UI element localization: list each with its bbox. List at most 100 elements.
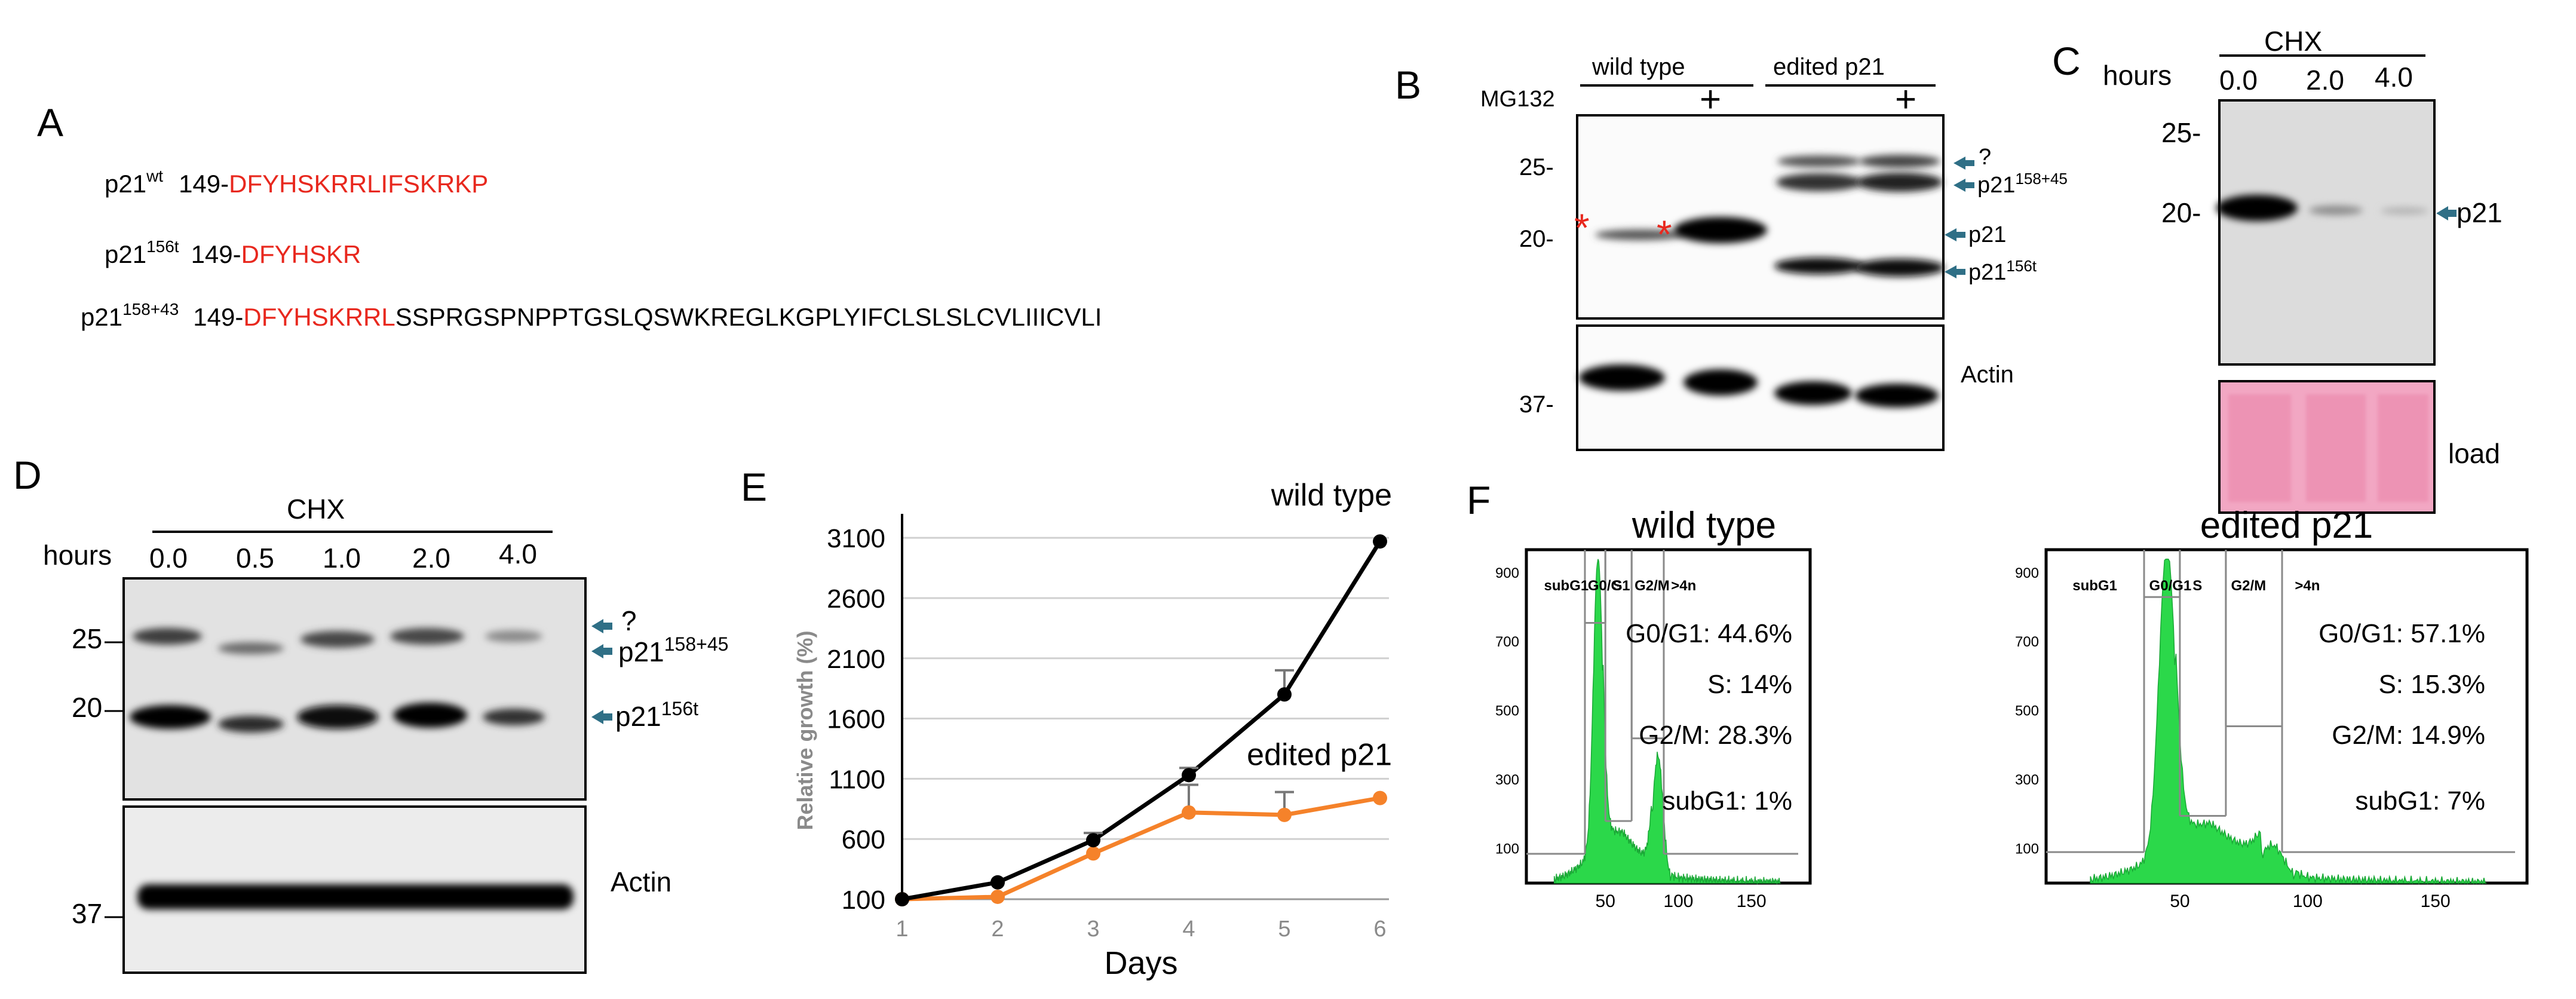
y-tick-label: 100 bbox=[1495, 841, 1519, 857]
x-tick-label: 50 bbox=[2170, 891, 2189, 911]
mw-25-c: 25- bbox=[2161, 117, 2201, 148]
mw-20-d: 20 bbox=[72, 692, 102, 723]
x-tick-label: 3 bbox=[1087, 917, 1099, 942]
y-tick-label: 900 bbox=[1495, 565, 1519, 581]
time-d-4: 4.0 bbox=[499, 538, 537, 569]
x-tick-label: 6 bbox=[1373, 917, 1386, 942]
label-b-156: p21156t bbox=[1968, 257, 2037, 285]
x-tick-label: 100 bbox=[2293, 891, 2323, 911]
band-c-0 bbox=[2216, 195, 2298, 221]
y-tick-label: 300 bbox=[2015, 772, 2039, 788]
gate-label: subG1 bbox=[2072, 578, 2117, 594]
gate-label: G0/G1 bbox=[1588, 578, 1630, 594]
band-c-2 bbox=[2309, 206, 2363, 215]
time-d-0: 0.0 bbox=[149, 543, 188, 574]
x-tick-label: 1 bbox=[896, 917, 908, 942]
band-b-ed-q bbox=[1777, 155, 1861, 167]
growth-chart: 100 600 1100 1600 2100 2600 3100 1 2 3 4 5 6 Days Rela… bbox=[793, 478, 1392, 981]
band-d-156-2 bbox=[297, 705, 378, 729]
ponceau-lane-2 bbox=[2306, 394, 2366, 502]
time-c-0: 0.0 bbox=[2219, 65, 2258, 96]
stat-line: G0/G1: 57.1% bbox=[2319, 619, 2485, 648]
x-tick-label: 2 bbox=[991, 917, 1004, 942]
data-point bbox=[1086, 846, 1100, 861]
band-d-158-0 bbox=[133, 628, 202, 645]
histogram-fill bbox=[1553, 559, 1781, 885]
question-d: ? bbox=[621, 605, 637, 636]
stat-line: subG1: 1% bbox=[1662, 786, 1792, 816]
y-tick-label: 100 bbox=[2015, 841, 2039, 857]
time-d-1: 0.5 bbox=[236, 543, 274, 574]
band-b-wt-p21 bbox=[1595, 229, 1685, 240]
y-tick-label: 2100 bbox=[827, 645, 885, 674]
mg132-plus-edited: + bbox=[1895, 79, 1916, 120]
data-point bbox=[1182, 768, 1196, 783]
y-tick-label: 700 bbox=[1495, 634, 1519, 650]
data-point bbox=[1373, 534, 1387, 549]
mg132-label: MG132 bbox=[1480, 87, 1555, 112]
band-b-ed-mg-158 bbox=[1857, 173, 1943, 192]
panel-letter-d: D bbox=[13, 453, 42, 497]
data-point bbox=[1086, 833, 1100, 848]
band-b-ed-158 bbox=[1776, 173, 1862, 191]
label-c-p21: p21 bbox=[2457, 197, 2503, 228]
panel-letter-f: F bbox=[1467, 478, 1491, 522]
histogram-edited-p21: edited p21 900 700 500 300 100 50 100 150 subG1 G0… bbox=[2015, 505, 2529, 911]
star-marker-1: * bbox=[1574, 206, 1590, 250]
chx-label-c: CHX bbox=[2264, 26, 2322, 57]
y-tick-label: 700 bbox=[2015, 634, 2039, 650]
data-point bbox=[1277, 687, 1292, 702]
panel-c: C CHX hours 0.0 2.0 4.0 25- 20- p21 load bbox=[2052, 26, 2503, 514]
arrow-d-q bbox=[591, 619, 612, 633]
panel-letter-e: E bbox=[741, 465, 767, 509]
gate-label: G2/M bbox=[2231, 578, 2266, 594]
series-line-edited-p21 bbox=[901, 796, 1381, 902]
band-d-actin bbox=[137, 884, 574, 909]
band-b-actin-1 bbox=[1579, 364, 1665, 391]
series-label-edited-p21: edited p21 bbox=[1247, 738, 1392, 773]
histogram-frame bbox=[2044, 548, 2529, 885]
time-d-2: 1.0 bbox=[323, 543, 361, 574]
stat-line: S: 14% bbox=[1707, 670, 1792, 699]
sequence-row-158-43: p21158+43 149-DFYHSKRRLSSPRGSPNPPTGSLQSWK… bbox=[81, 300, 1102, 331]
gate-label: G0/G1 bbox=[2149, 578, 2192, 594]
panel-d: D CHX hours 0.0 0.5 1.0 2.0 4.0 25 20 ? … bbox=[13, 453, 728, 974]
label-b-158: p21158+45 bbox=[1977, 170, 2068, 198]
band-d-156-3 bbox=[393, 703, 467, 728]
x-tick-label: 150 bbox=[1737, 891, 1767, 911]
y-tick-label: 300 bbox=[1495, 772, 1519, 788]
gate-label: G2/M bbox=[1634, 578, 1670, 594]
y-tick-label: 2600 bbox=[827, 584, 885, 614]
y-tick-label: 3100 bbox=[827, 524, 885, 553]
ponceau-lane-3 bbox=[2378, 394, 2428, 502]
gate-label: >4n bbox=[1671, 578, 1696, 594]
stat-line: G0/G1: 44.6% bbox=[1626, 619, 1792, 648]
mw-37-b: 37- bbox=[1519, 391, 1554, 418]
band-b-ed-156 bbox=[1774, 258, 1864, 274]
panel-letter-c: C bbox=[2052, 39, 2081, 83]
histogram-title: wild type bbox=[1632, 505, 1776, 546]
sequence-row-156t: p21156t 149-DFYHSKR bbox=[105, 237, 361, 268]
mw-37-d: 37 bbox=[72, 898, 102, 929]
x-tick-label: 4 bbox=[1182, 917, 1195, 942]
load-label: load bbox=[2448, 438, 2500, 469]
y-tick-label: 600 bbox=[842, 825, 885, 854]
panel-letter-b: B bbox=[1395, 63, 1421, 107]
x-tick-label: 50 bbox=[1596, 891, 1615, 911]
data-point bbox=[990, 875, 1005, 890]
panel-b: B wild type edited p21 MG132 + + * * 25-… bbox=[1395, 54, 2068, 451]
actin-label-d: Actin bbox=[611, 866, 671, 897]
arrow-c-p21 bbox=[2436, 206, 2457, 220]
gate-label: subG1 bbox=[1544, 578, 1589, 594]
wild-type-header: wild type bbox=[1591, 54, 1685, 80]
panel-a: A p21wt 149-DFYHSKRRLIFSKRKP p21156t 149-D… bbox=[37, 100, 1102, 331]
stat-line: S: 15.3% bbox=[2378, 670, 2485, 699]
hours-label-c: hours bbox=[2103, 60, 2172, 91]
y-tick-label: 100 bbox=[842, 885, 885, 915]
time-c-2: 4.0 bbox=[2375, 62, 2413, 93]
gate-label: >4n bbox=[2295, 578, 2320, 594]
mg132-plus-wt: + bbox=[1700, 79, 1721, 120]
